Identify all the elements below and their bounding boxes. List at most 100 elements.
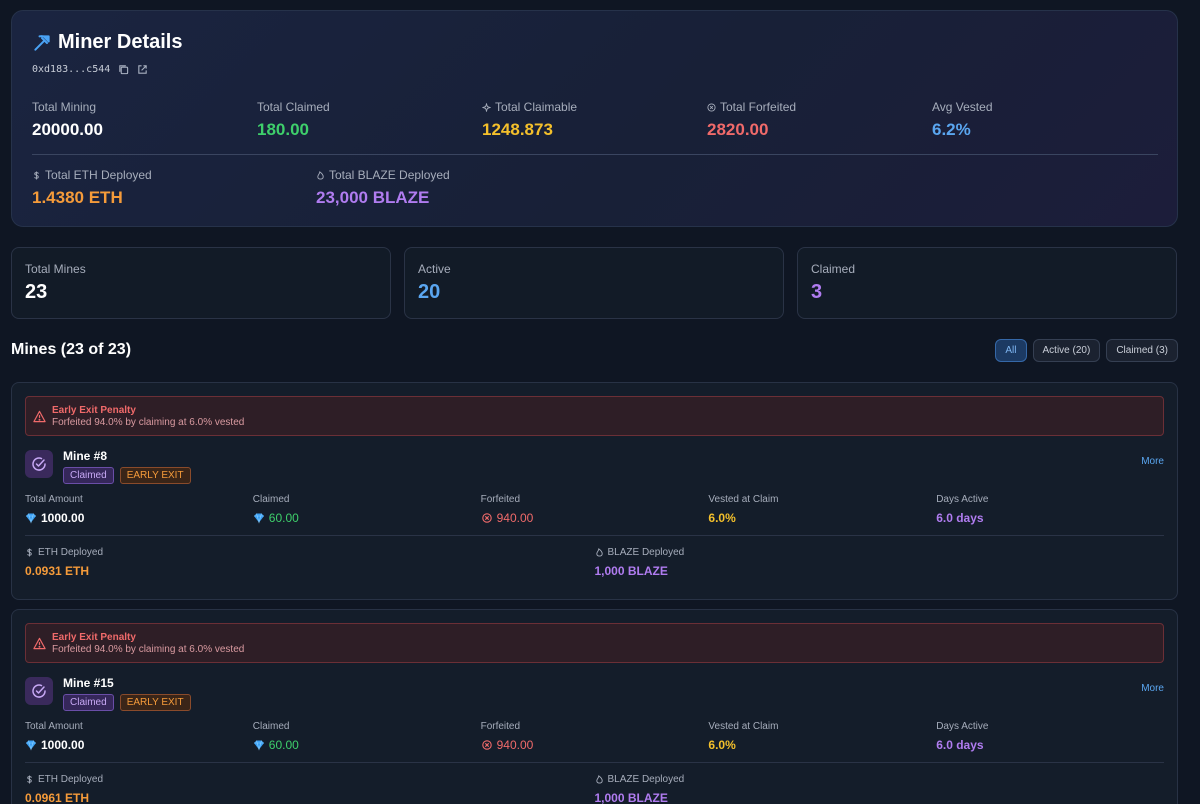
filter-group: All Active (20) Claimed (3) xyxy=(995,338,1178,362)
mine-forfeited: Forfeited 940.00 xyxy=(480,720,709,753)
status-badge: Claimed xyxy=(63,694,114,711)
stat-value: 1.4380 ETH xyxy=(32,188,123,207)
mine-blaze-deployed: BLAZE Deployed 1,000 BLAZE xyxy=(595,773,1165,804)
field-label: Claimed xyxy=(252,720,290,732)
mine-stats-row: Total Amount 1000.00 Claimed 60.00 Forfe… xyxy=(25,720,1164,753)
flame-icon xyxy=(595,774,603,784)
field-label: Days Active xyxy=(936,720,989,732)
field-value: 6.0 days xyxy=(936,511,984,525)
summary-claimed: Claimed 3 xyxy=(797,247,1177,319)
page-title: Miner Details xyxy=(58,31,183,53)
stat-value: 180.00 xyxy=(257,120,309,139)
x-circle-icon xyxy=(481,740,492,750)
mine-badges: Claimed EARLY EXIT xyxy=(63,467,191,484)
mine-header: Mine #8 Claimed EARLY EXIT More xyxy=(25,449,1164,484)
penalty-text: Forfeited 94.0% by claiming at 6.0% vest… xyxy=(52,643,245,655)
external-link-icon[interactable] xyxy=(137,64,148,75)
mine-deployed-row: ETH Deployed 0.0931 ETH BLAZE Deployed 1… xyxy=(25,546,1165,579)
stat-label: Total BLAZE Deployed xyxy=(329,168,450,182)
field-value: 6.0 days xyxy=(936,738,984,752)
more-link[interactable]: More xyxy=(1141,456,1164,467)
field-value: 1000.00 xyxy=(41,738,85,752)
diamond-icon xyxy=(26,513,36,524)
stat-total-eth-deployed: Total ETH Deployed 1.4380 ETH xyxy=(32,168,316,208)
field-label: Forfeited xyxy=(480,720,521,732)
early-exit-badge: EARLY EXIT xyxy=(119,467,191,484)
mine-name: Mine #8 xyxy=(63,449,108,463)
stat-label: Total ETH Deployed xyxy=(45,168,152,182)
mine-claimed: Claimed 60.00 xyxy=(252,720,481,753)
field-label: Total Amount xyxy=(25,720,83,732)
stat-total-claimed: Total Claimed 180.00 xyxy=(257,100,482,140)
penalty-alert: Early Exit Penalty Forfeited 94.0% by cl… xyxy=(25,396,1164,436)
stat-label: Total Forfeited xyxy=(720,100,797,114)
mine-vested: Vested at Claim 6.0% xyxy=(708,720,936,753)
diamond-icon xyxy=(253,740,264,751)
field-value: 60.00 xyxy=(268,738,299,752)
filter-all-button[interactable]: All xyxy=(995,338,1027,362)
stat-avg-vested: Avg Vested 6.2% xyxy=(932,100,1157,140)
mine-badges: Claimed EARLY EXIT xyxy=(63,694,191,711)
status-badge: Claimed xyxy=(63,467,114,484)
stat-value: 1248.873 xyxy=(482,120,553,139)
x-circle-icon xyxy=(707,102,716,112)
mine-eth-deployed: ETH Deployed 0.0931 ETH xyxy=(25,546,595,579)
field-label: Vested at Claim xyxy=(708,720,779,732)
mine-total-amount: Total Amount 1000.00 xyxy=(25,493,253,526)
field-label: BLAZE Deployed xyxy=(607,773,685,785)
filter-claimed-button[interactable]: Claimed (3) xyxy=(1106,338,1178,362)
field-label: Claimed xyxy=(252,493,290,505)
field-label: Forfeited xyxy=(480,493,521,505)
penalty-alert: Early Exit Penalty Forfeited 94.0% by cl… xyxy=(25,623,1164,663)
mine-name: Mine #15 xyxy=(63,676,114,690)
mine-deployed-row: ETH Deployed 0.0961 ETH BLAZE Deployed 1… xyxy=(25,773,1164,804)
field-value: 0.0931 ETH xyxy=(25,564,90,578)
mines-title: Mines (23 of 23) xyxy=(11,341,132,358)
more-link[interactable]: More xyxy=(1141,683,1164,694)
stat-label: Total Claimed xyxy=(257,100,330,114)
dollar-icon xyxy=(34,170,39,180)
flame-icon xyxy=(595,547,603,557)
check-circle-icon xyxy=(32,457,46,471)
field-value: 940.00 xyxy=(496,511,534,525)
stat-label: Total Claimable xyxy=(495,100,578,114)
dollar-icon xyxy=(27,774,32,784)
field-value: 1,000 BLAZE xyxy=(594,564,668,578)
field-value: 6.0% xyxy=(708,511,736,525)
early-exit-badge: EARLY EXIT xyxy=(119,694,191,711)
field-label: Vested at Claim xyxy=(708,493,779,505)
dollar-icon xyxy=(27,547,32,557)
mines-header: Mines (23 of 23) All Active (20) Claimed… xyxy=(11,338,1178,362)
divider xyxy=(25,535,1164,536)
copy-icon[interactable] xyxy=(118,64,129,75)
field-label: Total Amount xyxy=(25,493,83,505)
mine-card: Early Exit Penalty Forfeited 94.0% by cl… xyxy=(11,609,1178,804)
penalty-title: Early Exit Penalty xyxy=(52,631,136,643)
summary-label: Active xyxy=(418,262,451,276)
deployed-row: Total ETH Deployed 1.4380 ETH Total BLAZ… xyxy=(32,168,1157,208)
sparkle-icon xyxy=(482,102,491,112)
field-label: Days Active xyxy=(936,493,989,505)
mine-header: Mine #15 Claimed EARLY EXIT More xyxy=(25,676,1164,711)
field-value: 0.0961 ETH xyxy=(25,791,90,804)
field-label: ETH Deployed xyxy=(38,546,104,558)
check-circle-icon xyxy=(32,684,46,698)
filter-active-button[interactable]: Active (20) xyxy=(1032,338,1101,362)
penalty-title: Early Exit Penalty xyxy=(52,404,136,416)
stat-value: 20000.00 xyxy=(32,120,103,139)
mine-blaze-deployed: BLAZE Deployed 1,000 BLAZE xyxy=(594,546,1165,579)
diamond-icon xyxy=(253,513,264,524)
page-title-row: Miner Details xyxy=(32,31,1157,54)
summary-total-mines: Total Mines 23 xyxy=(11,247,391,319)
stat-label: Avg Vested xyxy=(932,100,993,114)
field-value: 6.0% xyxy=(708,738,736,752)
field-value: 1,000 BLAZE xyxy=(594,791,668,804)
diamond-icon xyxy=(26,740,36,751)
summary-label: Claimed xyxy=(811,262,856,276)
penalty-text: Forfeited 94.0% by claiming at 6.0% vest… xyxy=(52,416,245,428)
stat-value: 2820.00 xyxy=(707,120,769,139)
mine-days-active: Days Active 6.0 days xyxy=(936,493,1164,526)
stat-total-claimable: Total Claimable 1248.873 xyxy=(482,100,707,140)
field-label: ETH Deployed xyxy=(38,773,104,785)
mine-stats-row: Total Amount 1000.00 Claimed 60.00 Forfe… xyxy=(25,493,1164,526)
